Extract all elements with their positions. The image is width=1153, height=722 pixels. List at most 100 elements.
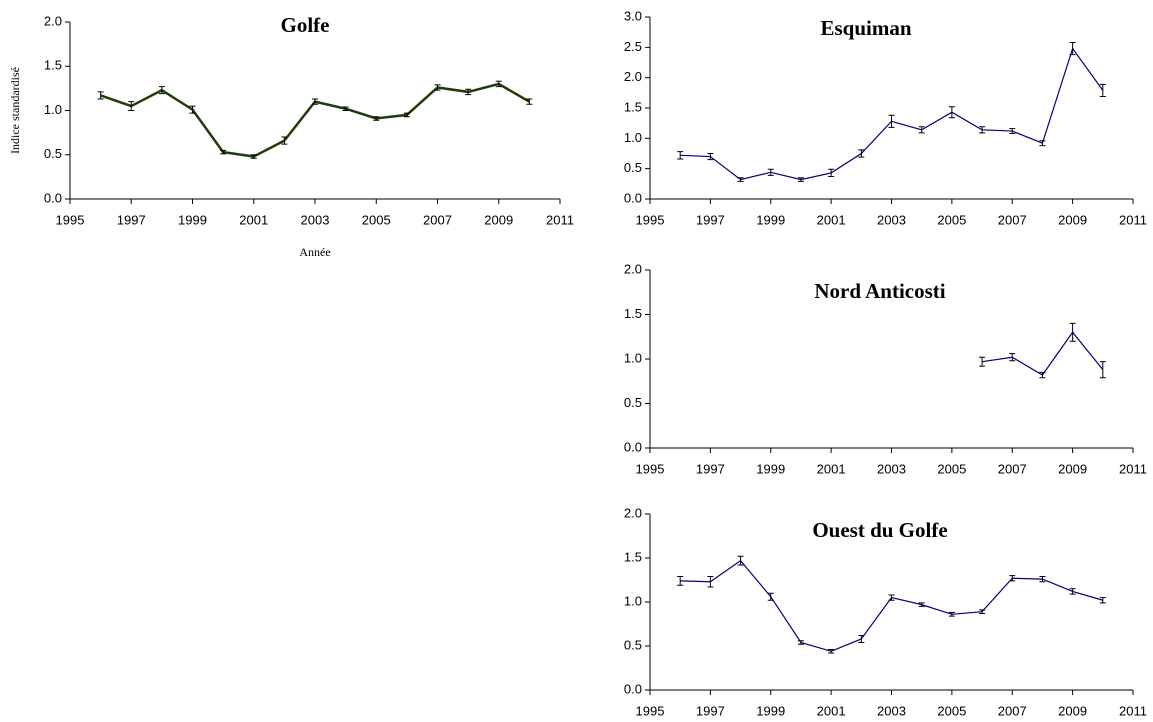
y-tick-label: 1.0 (624, 593, 642, 608)
x-tick-label: 1999 (756, 461, 785, 476)
error-bar (1099, 83, 1106, 97)
x-tick-label: 2005 (362, 212, 391, 227)
error-bar (1009, 353, 1016, 362)
y-tick-label: 2.0 (624, 69, 642, 84)
error-bar (828, 168, 835, 178)
x-tick-label: 2001 (817, 461, 846, 476)
x-tick-label: 1999 (756, 703, 785, 718)
x-tick-label: 2009 (1058, 703, 1087, 718)
x-tick-label: 2007 (423, 212, 452, 227)
error-bar (677, 575, 684, 586)
x-tick-label: 2005 (937, 461, 966, 476)
x-tick-label: 2001 (239, 212, 268, 227)
chart-title: Nord Anticosti (814, 279, 945, 303)
series-line (100, 82, 531, 158)
x-tick-label: 2007 (998, 461, 1027, 476)
y-tick-label: 1.5 (624, 549, 642, 564)
error-bar (1039, 371, 1046, 379)
x-tick-label: 1999 (756, 212, 785, 227)
y-tick-label: 0.0 (624, 439, 642, 454)
error-bar (979, 356, 986, 367)
error-bar (707, 575, 714, 588)
y-tick-label: 1.0 (624, 350, 642, 365)
y-tick-label: 0.0 (624, 190, 642, 205)
x-tick-label: 2009 (1058, 212, 1087, 227)
x-tick-label: 2003 (877, 212, 906, 227)
error-bar (858, 634, 865, 643)
error-bar (888, 594, 895, 601)
y-tick-label: 1.0 (624, 130, 642, 145)
y-tick-label: 1.5 (624, 306, 642, 321)
y-tick-label: 2.0 (624, 261, 642, 276)
error-bar (737, 177, 744, 182)
error-bar (1099, 597, 1106, 604)
series-line (981, 331, 1104, 376)
error-bar (1039, 575, 1046, 583)
series-line (680, 559, 1103, 652)
x-tick-label: 2003 (877, 461, 906, 476)
x-tick-label: 2001 (817, 703, 846, 718)
y-tick-label: 0.5 (624, 160, 642, 175)
error-bar (526, 98, 533, 105)
error-bar (858, 149, 865, 158)
error-bar (250, 154, 257, 159)
y-tick-label: 3.0 (624, 8, 642, 23)
error-bar (707, 153, 714, 161)
error-bar (373, 116, 380, 121)
error-bar (979, 609, 986, 614)
x-tick-label: 2007 (998, 212, 1027, 227)
error-bar (979, 126, 986, 134)
error-bar (465, 88, 472, 96)
error-bar (918, 126, 925, 134)
error-bar (434, 84, 441, 91)
error-bar (97, 91, 104, 100)
error-bar (403, 112, 410, 118)
error-bar (128, 101, 135, 111)
error-bar (1069, 322, 1076, 342)
error-bar (342, 106, 349, 111)
x-tick-label: 2003 (877, 703, 906, 718)
error-bar (797, 177, 804, 182)
error-bar (888, 114, 895, 128)
x-tick-label: 2011 (546, 212, 574, 227)
x-tick-label: 2005 (937, 703, 966, 718)
x-tick-label: 2011 (1119, 461, 1147, 476)
error-bar (1069, 41, 1076, 56)
chart-title: Ouest du Golfe (812, 518, 947, 542)
y-tick-label: 0.5 (44, 146, 62, 161)
x-tick-label: 2011 (1119, 703, 1147, 718)
error-bar (1039, 140, 1046, 147)
error-bar (1009, 575, 1016, 582)
error-bar (677, 151, 684, 160)
y-tick-label: 0.0 (44, 190, 62, 205)
error-bar (189, 105, 196, 114)
x-tick-label: 1997 (696, 212, 725, 227)
error-bar (1069, 588, 1076, 595)
y-tick-label: 0.0 (624, 681, 642, 696)
x-tick-label: 2011 (1119, 212, 1147, 227)
error-bar (1009, 128, 1016, 134)
x-tick-label: 2005 (937, 212, 966, 227)
y-axis-label: Indice standardisé (8, 67, 22, 154)
x-axis-label: Année (299, 245, 330, 259)
error-bar (767, 168, 774, 176)
x-tick-label: 1995 (56, 212, 85, 227)
x-tick-label: 2001 (817, 212, 846, 227)
x-tick-label: 2003 (301, 212, 330, 227)
series-line (680, 47, 1104, 181)
error-bar (1099, 361, 1106, 379)
y-tick-label: 0.5 (624, 637, 642, 652)
error-bar (281, 136, 288, 145)
error-bar (767, 592, 774, 601)
error-bar (220, 149, 227, 155)
error-bar (737, 555, 744, 566)
chart-title: Golfe (281, 13, 330, 37)
error-bar (797, 640, 804, 645)
error-bar (948, 106, 955, 119)
x-tick-label: 1997 (696, 703, 725, 718)
error-bar (312, 98, 318, 105)
error-bar (948, 612, 955, 617)
x-tick-label: 2009 (1058, 461, 1087, 476)
y-tick-label: 2.0 (624, 505, 642, 520)
